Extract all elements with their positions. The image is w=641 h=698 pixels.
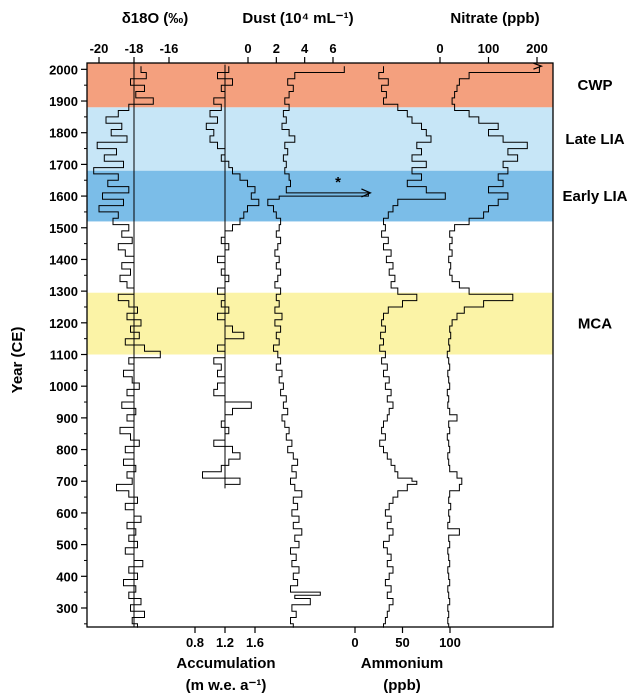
ammonium-tick-label: 100	[439, 635, 461, 650]
plot-border	[86, 62, 554, 628]
year-tick-label-300: 300	[56, 601, 78, 616]
period-label-early-lia: Early LIA	[562, 188, 627, 205]
nitrate-trace	[446, 66, 540, 628]
accumulation-axis-title: Accumulation	[176, 655, 275, 672]
year-tick-label-1400: 1400	[49, 252, 78, 267]
accumulation-axis-unit: (m w.e. a⁻¹)	[186, 677, 267, 694]
d18o-tick-label: -16	[160, 41, 179, 56]
period-label-cwp: CWP	[578, 77, 613, 94]
period-band-late-lia	[87, 107, 553, 171]
dust-tick-label: 2	[273, 41, 280, 56]
nitrate-tick-label: 0	[436, 41, 443, 56]
year-tick-label-600: 600	[56, 506, 78, 521]
ammonium-trace	[378, 66, 446, 628]
d18o-axis-title: δ18O (‰)	[122, 10, 189, 27]
plot-frame	[81, 57, 554, 633]
year-tick-label-1700: 1700	[49, 157, 78, 172]
year-tick-label-1200: 1200	[49, 316, 78, 331]
year-tick-label-500: 500	[56, 538, 78, 553]
year-tick-label-700: 700	[56, 474, 78, 489]
dust-trace	[267, 66, 369, 628]
year-tick-label-1800: 1800	[49, 126, 78, 141]
nitrate-tick-label: 200	[526, 41, 548, 56]
accumulation-tick-label: 1.6	[246, 635, 264, 650]
dust-axis-title: Dust (10⁴ mL⁻¹)	[242, 10, 353, 27]
period-label-mca: MCA	[578, 316, 612, 333]
nitrate-axis-title: Nitrate (ppb)	[450, 10, 539, 27]
year-tick-label-1000: 1000	[49, 379, 78, 394]
ammonium-tick-label: 50	[395, 635, 409, 650]
accumulation-tick-label: 0.8	[186, 635, 204, 650]
nitrate-excursion-arrowhead	[533, 62, 544, 70]
year-tick-label-400: 400	[56, 569, 78, 584]
ammonium-axis-unit: (ppb)	[383, 677, 420, 694]
d18o-tick-label: -20	[90, 41, 109, 56]
year-tick-label-800: 800	[56, 443, 78, 458]
year-tick-label-1500: 1500	[49, 221, 78, 236]
d18o-tick-label: -18	[125, 41, 144, 56]
year-axis-title: Year (CE)	[9, 327, 26, 394]
dust-excursion-arrowhead	[361, 188, 372, 198]
accumulation-tick-label: 1.2	[216, 635, 234, 650]
ammonium-tick-label: 0	[351, 635, 358, 650]
year-tick-label-2000: 2000	[49, 62, 78, 77]
year-tick-label-1300: 1300	[49, 284, 78, 299]
year-tick-label-1100: 1100	[50, 348, 78, 363]
data-traces	[93, 62, 544, 628]
period-bands	[87, 63, 553, 355]
period-band-mca	[87, 292, 553, 355]
ammonium-axis-title: Ammonium	[361, 655, 444, 672]
dust-tick-label: 4	[301, 41, 309, 56]
period-label-late-lia: Late LIA	[565, 131, 624, 148]
dust-tick-label: 0	[244, 41, 251, 56]
d18o-trace	[93, 66, 161, 628]
chart-text: δ18O (‰) Dust (10⁴ mL⁻¹) Nitrate (ppb) A…	[9, 10, 628, 694]
annotation-asterisk: *	[335, 174, 341, 191]
dust-tick-label: 6	[329, 41, 336, 56]
period-band-cwp	[87, 63, 553, 108]
year-tick-label-1900: 1900	[49, 94, 78, 109]
year-tick-label-1600: 1600	[49, 189, 78, 204]
nitrate-tick-label: 100	[478, 41, 500, 56]
year-tick-label-900: 900	[56, 411, 78, 426]
